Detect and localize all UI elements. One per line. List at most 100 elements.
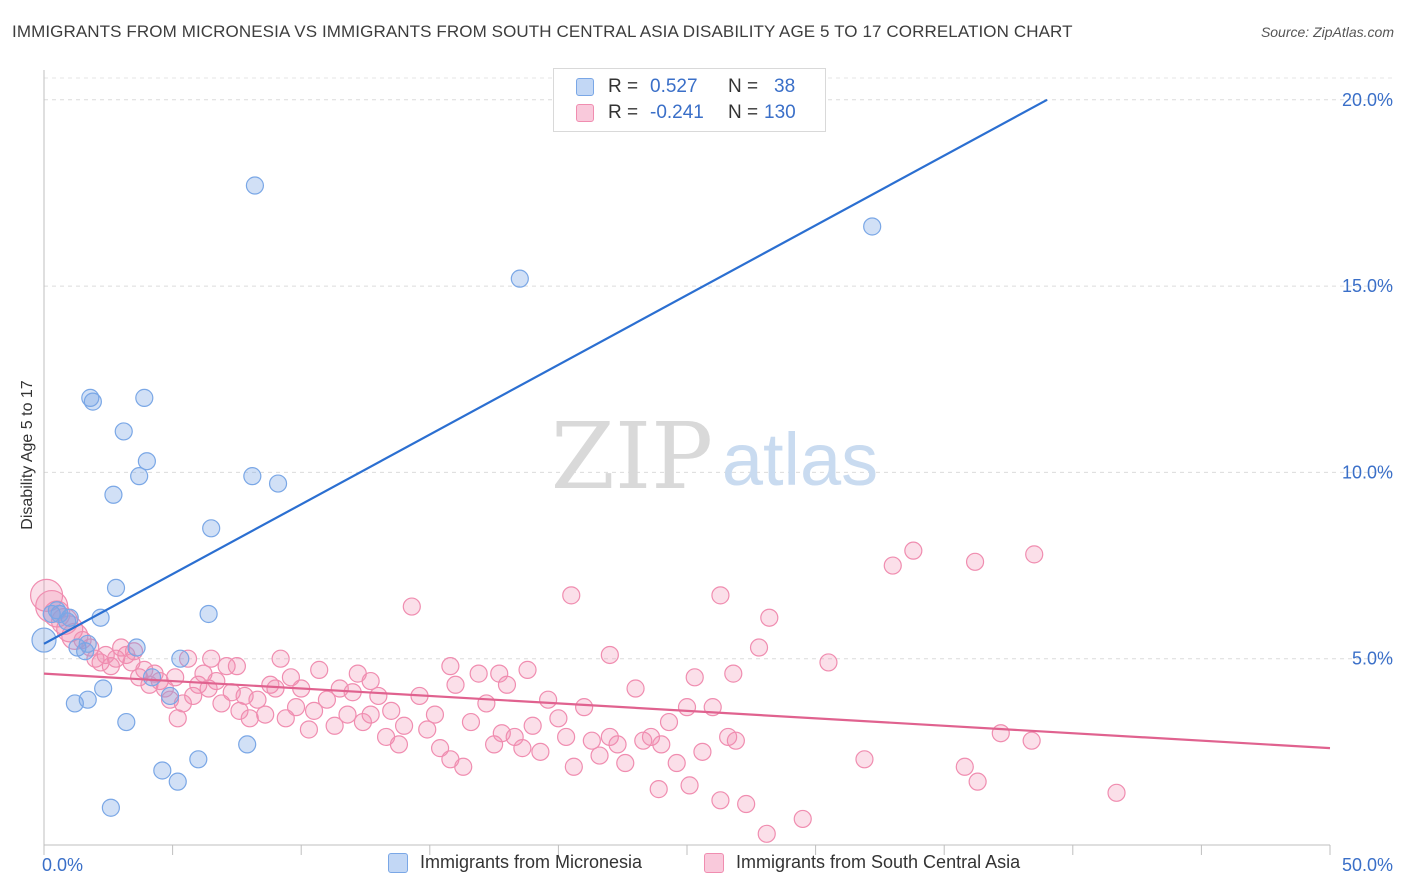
watermark-zip: ZIP [551, 403, 713, 510]
point-south-central-asia [1107, 783, 1126, 802]
legend-swatch-micronesia [576, 78, 594, 96]
point-micronesia [83, 392, 102, 411]
point-south-central-asia [212, 694, 231, 713]
n-value-micronesia: 38 [774, 76, 796, 97]
point-south-central-asia [454, 757, 473, 776]
point-south-central-asia [490, 664, 509, 683]
point-south-central-asia [760, 608, 779, 627]
point-south-central-asia [106, 649, 126, 668]
gridlines [44, 77, 1392, 660]
point-micronesia [127, 638, 146, 657]
point-micronesia [863, 217, 882, 236]
point-south-central-asia [286, 698, 306, 717]
legend-label-micronesia: Immigrants from Micronesia [420, 852, 643, 872]
point-south-central-asia [693, 742, 712, 761]
point-south-central-asia [883, 556, 902, 575]
point-south-central-asia [266, 679, 285, 698]
point-micronesia [238, 735, 257, 754]
trendline-micronesia [43, 98, 1048, 645]
point-south-central-asia [968, 772, 987, 791]
point-south-central-asia [659, 712, 679, 732]
point-south-central-asia [353, 712, 373, 732]
point-micronesia [91, 608, 110, 627]
point-south-central-asia [402, 597, 421, 616]
point-south-central-asia [207, 671, 226, 691]
point-micronesia [106, 578, 126, 598]
r-value-south-central-asia: -0.241 [650, 102, 704, 123]
point-south-central-asia [217, 657, 236, 676]
point-south-central-asia [991, 724, 1010, 743]
point-south-central-asia [531, 742, 550, 761]
chart-title: IMMIGRANTS FROM MICRONESIA VS IMMIGRANTS… [12, 22, 1073, 41]
point-south-central-asia [685, 668, 704, 687]
point-south-central-asia [1025, 545, 1044, 564]
point-south-central-asia [430, 739, 450, 758]
point-south-central-asia [382, 701, 401, 720]
point-south-central-asia [96, 645, 115, 665]
point-south-central-asia [227, 657, 246, 676]
point-south-central-asia [299, 720, 319, 739]
x-tick-label-min: 0.0% [42, 855, 83, 875]
point-south-central-asia [680, 776, 699, 795]
point-micronesia [135, 388, 154, 407]
point-micronesia [168, 772, 187, 791]
point-south-central-asia [425, 705, 445, 724]
point-south-central-asia [549, 709, 568, 728]
legend-swatch-south-central-asia [576, 104, 594, 122]
point-south-central-asia [394, 716, 414, 735]
point-south-central-asia [461, 712, 481, 732]
point-south-central-asia [726, 731, 745, 750]
r-label: R = [608, 76, 639, 97]
point-south-central-asia [855, 750, 874, 769]
trendlines [43, 98, 1331, 750]
point-south-central-asia [819, 653, 838, 672]
legend-item-south-central-asia: Immigrants from South Central Asia [704, 852, 1020, 873]
r-value-micronesia: 0.527 [650, 76, 698, 97]
point-south-central-asia [178, 649, 198, 668]
series-legend: Immigrants from Micronesia Immigrants fr… [0, 852, 1406, 878]
point-micronesia [94, 679, 113, 698]
point-south-central-asia [310, 660, 329, 679]
point-south-central-asia [667, 753, 686, 773]
n-label: N = [728, 102, 759, 123]
point-micronesia [153, 761, 172, 780]
legend-item-micronesia: Immigrants from Micronesia [388, 852, 642, 873]
point-micronesia [268, 474, 288, 493]
point-micronesia [47, 601, 66, 620]
point-south-central-asia [749, 638, 769, 657]
point-south-central-asia [369, 686, 388, 706]
point-south-central-asia [575, 698, 594, 717]
legend-swatch-micronesia [388, 852, 408, 873]
point-micronesia [160, 686, 180, 706]
point-south-central-asia [317, 690, 337, 709]
correlation-legend: R = 0.527 N = 38 R = -0.241 N = 130 [553, 68, 826, 132]
point-micronesia [243, 467, 262, 486]
y-tick-label: 5.0% [1352, 649, 1393, 669]
legend-swatch-south-central-asia [704, 852, 724, 873]
point-south-central-asia [304, 701, 324, 720]
point-south-central-asia [737, 794, 756, 814]
watermark-atlas: atlas [722, 418, 878, 501]
point-micronesia [31, 627, 57, 653]
x-tick-label-max: 50.0% [1342, 855, 1393, 875]
n-label: N = [728, 76, 759, 97]
point-south-central-asia [557, 727, 576, 747]
point-south-central-asia [600, 727, 619, 747]
point-south-central-asia [325, 716, 344, 735]
point-south-central-asia [562, 586, 581, 605]
legend-label-south-central-asia: Immigrants from South Central Asia [736, 852, 1021, 872]
n-value-south-central-asia: 130 [764, 102, 796, 123]
point-south-central-asia [518, 660, 537, 679]
axes [43, 70, 1331, 855]
point-micronesia [101, 798, 120, 817]
series-micronesia [31, 176, 882, 817]
point-micronesia [171, 649, 190, 668]
point-south-central-asia [641, 727, 661, 747]
point-micronesia [78, 634, 97, 653]
point-micronesia [78, 690, 97, 709]
point-south-central-asia [276, 709, 295, 728]
watermark: ZIP atlas [551, 403, 878, 510]
point-south-central-asia [955, 757, 974, 776]
point-south-central-asia [652, 735, 671, 754]
point-south-central-asia [523, 716, 542, 735]
